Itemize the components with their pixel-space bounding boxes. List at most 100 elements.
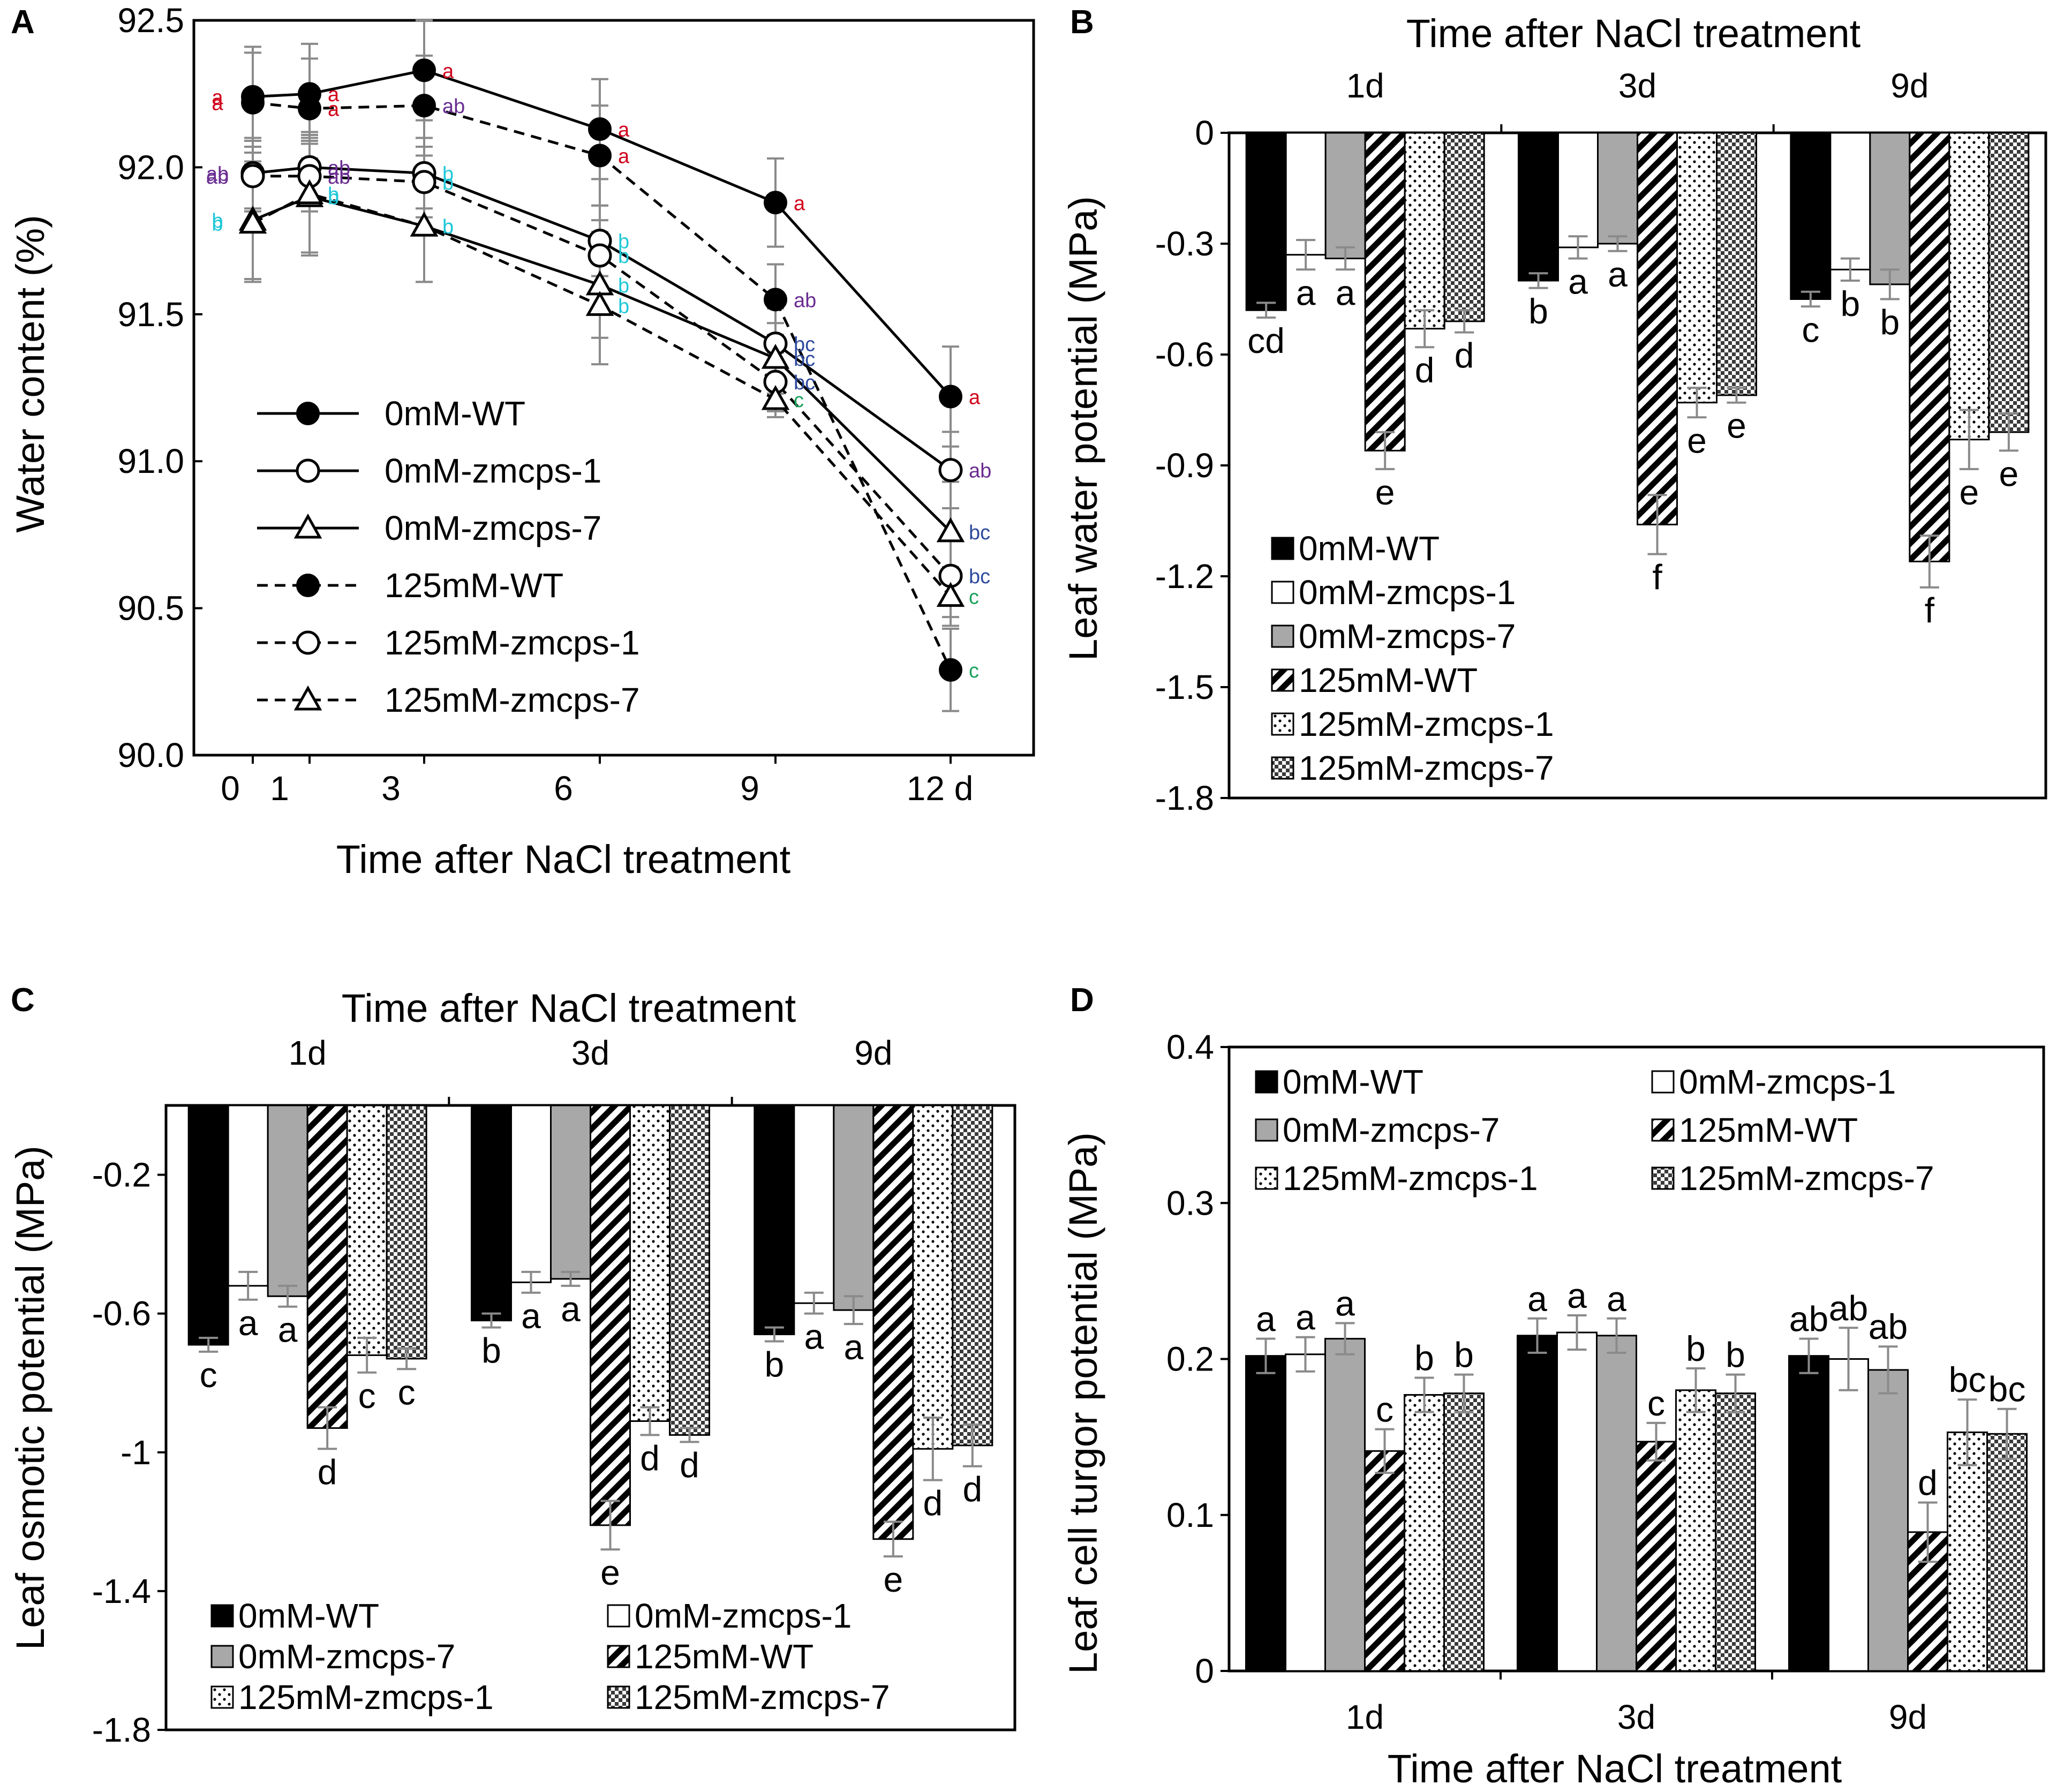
- significance-letter: e: [1375, 472, 1395, 512]
- bar-0mM-zmcps-1: [1556, 1331, 1598, 1672]
- panel-a-legend: 0mM-WT 0mM-zmcps-1 0mM-zmcps-7 125mM-WT 125m…: [257, 394, 640, 719]
- significance-letter: a: [1296, 273, 1316, 312]
- bar-125mM-zmcps-7: [669, 1104, 710, 1436]
- significance-letter: b: [212, 213, 223, 236]
- significance-letter: b: [442, 163, 454, 185]
- data-point-125mM-zmcps-7: [761, 385, 790, 410]
- panel-d-x-axis-title: Time after NaCl treatment: [1388, 1746, 1842, 1791]
- significance-letter: a: [328, 84, 340, 106]
- significance-letter: d: [1918, 1463, 1938, 1502]
- panel-c: C Time after NaCl treatment Leaf osmotic…: [8, 982, 1016, 1749]
- significance-letter: b: [1880, 303, 1900, 342]
- bar-125mM-zmcps-7: [386, 1104, 427, 1360]
- panel-d-y-tick-label: 0.4: [1166, 1028, 1214, 1066]
- panel-a-y-tick-label: 90.0: [117, 736, 184, 774]
- panel-d-y-tick-label: 0.2: [1166, 1340, 1214, 1379]
- data-point-125mM-zmcps-7: [295, 179, 324, 205]
- bar-125mM-zmcps-1: [346, 1104, 388, 1356]
- panel-a-x-tick-label: 12 d: [907, 769, 974, 808]
- legend-swatch: [1271, 668, 1294, 692]
- significance-letter: b: [1454, 1335, 1474, 1375]
- bar-0mM-WT: [754, 1104, 795, 1336]
- panel-c-category-label: 1d: [289, 1034, 327, 1072]
- bar-125mM-zmcps-1: [1676, 132, 1717, 404]
- bar-0mM-zmcps-1: [1285, 1353, 1326, 1672]
- panel-b-y-tick-label: 0: [1195, 114, 1214, 152]
- significance-letter: d: [923, 1484, 943, 1523]
- bar-0mM-zmcps-1: [1828, 1358, 1869, 1672]
- panel-d-category-label: 9d: [1889, 1698, 1927, 1736]
- panel-a-plot-frame: [192, 19, 1035, 757]
- bar-125mM-zmcps-7: [1716, 132, 1757, 396]
- panel-c-category-label: 3d: [571, 1034, 609, 1072]
- significance-letter: c: [1376, 1390, 1393, 1429]
- data-point-125mM-zmcps-1: [412, 170, 436, 194]
- significance-letter: bc: [1949, 1360, 1986, 1399]
- significance-letter: ab: [442, 95, 465, 118]
- legend-label: 0mM-WT: [385, 394, 525, 433]
- significance-letter: a: [1608, 254, 1628, 294]
- significance-letter: ab: [206, 166, 229, 189]
- significance-letter: e: [1999, 454, 2018, 493]
- significance-letter: e: [1727, 406, 1746, 446]
- bar-0mM-zmcps-1: [1557, 132, 1599, 249]
- significance-letter: ab: [206, 163, 229, 185]
- bar-0mM-zmcps-7: [833, 1104, 875, 1311]
- significance-letter: e: [883, 1560, 903, 1599]
- legend-swatch: [1271, 756, 1294, 780]
- bar-0mM-zmcps-7: [1597, 132, 1638, 245]
- legend-label: 0mM-zmcps-7: [1283, 1111, 1500, 1149]
- legend-label: 0mM-zmcps-1: [635, 1597, 852, 1635]
- legend-label: 0mM-zmcps-1: [1679, 1063, 1896, 1101]
- data-point-125mM-zmcps-7: [410, 212, 439, 237]
- bar-0mM-zmcps-1: [227, 1104, 269, 1287]
- bar-0mM-zmcps-1: [1829, 132, 1871, 270]
- bar-125mM-zmcps-1: [1675, 1389, 1716, 1672]
- bar-125mM-zmcps-7: [1443, 132, 1485, 322]
- significance-letter: a: [1527, 1279, 1547, 1319]
- panel-b-y-axis-title: Leaf water potential (MPa): [1061, 196, 1105, 661]
- panel-b-category-label: 9d: [1890, 66, 1929, 105]
- significance-letter: b: [442, 216, 454, 238]
- bar-125mM-WT: [1909, 132, 1950, 562]
- panel-b-y-tick-label: -0.9: [1155, 446, 1214, 485]
- significance-letter: d: [1455, 336, 1474, 375]
- significance-letter: cd: [1247, 321, 1285, 360]
- panel-b-legend: 0mM-WT 0mM-zmcps-1 0mM-zmcps-7 125mM-WT 125m…: [1271, 529, 1554, 787]
- panel-c-y-axis-title: Leaf osmotic potential (MPa): [8, 1146, 52, 1650]
- bar-125mM-zmcps-7: [1986, 1433, 2028, 1672]
- bar-125mM-zmcps-7: [1443, 1392, 1485, 1672]
- bar-125mM-WT: [590, 1104, 631, 1526]
- significance-letter: b: [328, 186, 339, 209]
- bar-125mM-WT: [1364, 1450, 1405, 1672]
- panel-a-x-tick-label: 0: [221, 769, 240, 808]
- significance-letter: a: [212, 87, 223, 109]
- panel-b-letter: B: [1070, 4, 1094, 41]
- panel-d-category-label: 3d: [1617, 1698, 1655, 1736]
- legend-swatch: [1651, 1070, 1675, 1094]
- significance-letter: a: [969, 386, 981, 409]
- legend-swatch: [1651, 1118, 1675, 1142]
- bar-0mM-zmcps-1: [510, 1104, 552, 1283]
- legend-label: 0mM-zmcps-7: [1299, 617, 1516, 656]
- bar-125mM-WT: [1637, 132, 1678, 525]
- legend-label: 125mM-zmcps-1: [1283, 1159, 1538, 1198]
- significance-letter: ab: [969, 460, 991, 483]
- significance-letter: a: [618, 119, 630, 141]
- significance-letter: c: [1647, 1383, 1665, 1423]
- panel-d-category-label: 1d: [1346, 1698, 1384, 1736]
- panel-b-y-tick-label: -1.2: [1155, 557, 1214, 596]
- data-point-125mM-zmcps-7: [238, 208, 267, 234]
- legend-marker: [293, 685, 322, 711]
- significance-letter: a: [1335, 1284, 1355, 1323]
- bar-125mM-WT: [872, 1104, 914, 1540]
- significance-letter: c: [969, 586, 979, 609]
- legend-label: 125mM-zmcps-7: [1679, 1159, 1934, 1198]
- significance-letter: b: [328, 184, 339, 206]
- bar-0mM-zmcps-7: [267, 1104, 308, 1297]
- panel-a-y-tick-label: 92.5: [117, 1, 184, 40]
- significance-letter: c: [969, 660, 979, 682]
